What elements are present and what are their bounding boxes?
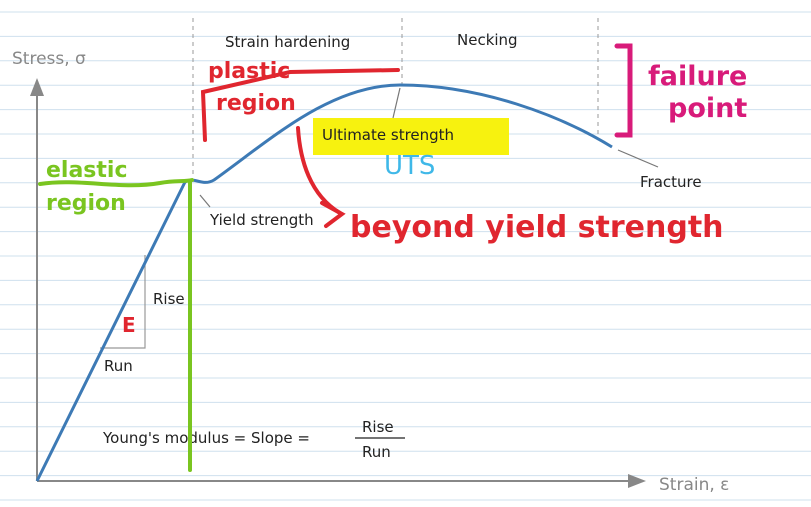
formula: Young's modulus = Slope = [102,429,310,447]
axes [30,78,646,488]
phase-dividers [192,18,599,176]
point-label: Yield strength [209,211,314,229]
point-label: Fracture [640,173,702,191]
region-label: Necking [457,31,518,49]
fraction-denominator: Run [362,443,391,461]
y-axis-label: Stress, σ [12,49,86,69]
handwritten: UTS [384,151,435,181]
highlight [313,118,509,155]
handwritten: region [46,191,126,216]
ink [38,43,633,472]
handwritten: plastic [208,59,290,84]
x-axis-label: Strain, ε [659,475,729,495]
handwritten: region [216,91,296,116]
handwritten: elastic [46,158,128,183]
point-label: Ultimate strength [322,126,454,144]
handwritten: failure [648,61,747,92]
region-label: Strain hardening [225,33,350,51]
handwritten: point [668,93,747,124]
handwritten: beyond yield strength [350,210,724,245]
run-label: Run [104,357,133,375]
rise-label: Rise [153,290,185,308]
handwritten: E [122,313,136,337]
fraction-numerator: Rise [362,418,394,436]
stress-strain-curve [35,83,613,482]
slope-triangle [100,255,146,349]
leader-lines [199,87,659,208]
